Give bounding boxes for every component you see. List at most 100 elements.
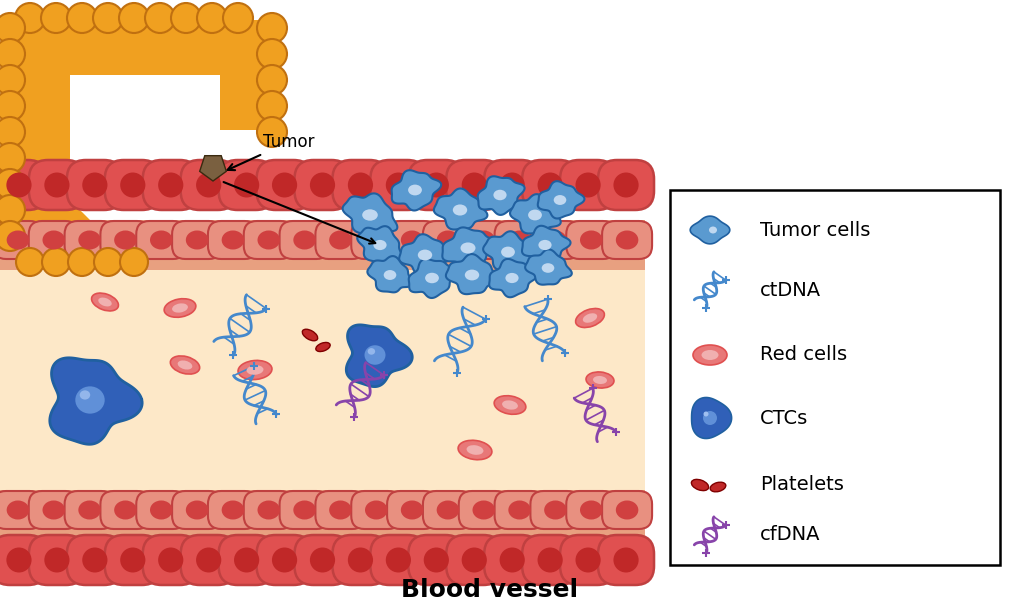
FancyBboxPatch shape (333, 160, 388, 210)
Ellipse shape (424, 172, 449, 198)
Ellipse shape (583, 313, 597, 323)
Ellipse shape (78, 500, 100, 520)
Ellipse shape (91, 293, 119, 311)
Ellipse shape (613, 548, 639, 572)
Circle shape (16, 248, 44, 276)
Ellipse shape (615, 500, 638, 520)
FancyBboxPatch shape (351, 491, 401, 529)
Ellipse shape (575, 309, 604, 327)
Ellipse shape (691, 479, 709, 491)
Ellipse shape (424, 548, 449, 572)
FancyBboxPatch shape (29, 221, 79, 259)
Ellipse shape (44, 548, 70, 572)
Ellipse shape (234, 172, 259, 198)
FancyBboxPatch shape (602, 221, 652, 259)
FancyBboxPatch shape (280, 221, 330, 259)
Ellipse shape (114, 500, 136, 520)
Circle shape (68, 248, 96, 276)
Circle shape (0, 91, 25, 121)
Ellipse shape (461, 242, 475, 253)
FancyBboxPatch shape (423, 221, 473, 259)
Ellipse shape (120, 548, 145, 572)
Ellipse shape (114, 230, 136, 250)
Ellipse shape (365, 230, 387, 250)
Ellipse shape (453, 204, 467, 215)
Text: CTCs: CTCs (760, 408, 808, 428)
Ellipse shape (238, 361, 272, 379)
Polygon shape (346, 325, 413, 387)
FancyBboxPatch shape (560, 535, 616, 585)
FancyBboxPatch shape (387, 491, 437, 529)
Circle shape (0, 221, 25, 251)
FancyBboxPatch shape (29, 535, 85, 585)
Circle shape (0, 195, 25, 225)
Polygon shape (391, 170, 441, 210)
Polygon shape (538, 181, 585, 218)
Ellipse shape (43, 500, 65, 520)
Ellipse shape (374, 240, 387, 250)
Ellipse shape (615, 230, 638, 250)
FancyBboxPatch shape (0, 221, 43, 259)
FancyBboxPatch shape (218, 535, 274, 585)
Ellipse shape (6, 548, 32, 572)
FancyBboxPatch shape (0, 491, 43, 529)
Ellipse shape (80, 390, 90, 400)
Polygon shape (690, 216, 730, 244)
FancyBboxPatch shape (257, 160, 312, 210)
FancyBboxPatch shape (244, 491, 294, 529)
Circle shape (119, 3, 150, 33)
FancyBboxPatch shape (257, 535, 312, 585)
Polygon shape (483, 232, 534, 271)
Polygon shape (399, 234, 453, 275)
FancyBboxPatch shape (0, 160, 47, 210)
Ellipse shape (400, 230, 423, 250)
Polygon shape (434, 189, 487, 230)
Circle shape (67, 3, 97, 33)
FancyBboxPatch shape (29, 491, 79, 529)
Ellipse shape (293, 230, 315, 250)
Circle shape (0, 39, 25, 69)
Ellipse shape (348, 172, 373, 198)
Ellipse shape (348, 548, 373, 572)
Polygon shape (50, 358, 142, 444)
Polygon shape (409, 259, 458, 298)
FancyBboxPatch shape (495, 221, 545, 259)
Ellipse shape (158, 172, 183, 198)
Polygon shape (691, 397, 731, 438)
Ellipse shape (7, 500, 29, 520)
Ellipse shape (508, 230, 530, 250)
Ellipse shape (508, 500, 530, 520)
Ellipse shape (575, 548, 601, 572)
Polygon shape (0, 270, 645, 490)
Ellipse shape (462, 548, 486, 572)
FancyBboxPatch shape (670, 190, 1000, 565)
FancyBboxPatch shape (244, 221, 294, 259)
Ellipse shape (221, 500, 244, 520)
FancyBboxPatch shape (315, 491, 366, 529)
Ellipse shape (593, 376, 607, 384)
Ellipse shape (196, 548, 221, 572)
Circle shape (0, 13, 25, 43)
FancyBboxPatch shape (522, 160, 579, 210)
Ellipse shape (501, 247, 515, 257)
Circle shape (223, 3, 253, 33)
Ellipse shape (185, 230, 208, 250)
FancyBboxPatch shape (333, 535, 388, 585)
Ellipse shape (400, 500, 423, 520)
Text: cfDNA: cfDNA (760, 525, 820, 545)
Polygon shape (12, 20, 70, 235)
Ellipse shape (365, 500, 387, 520)
Ellipse shape (554, 195, 566, 205)
Ellipse shape (234, 548, 259, 572)
Ellipse shape (384, 270, 396, 280)
FancyBboxPatch shape (459, 491, 509, 529)
Ellipse shape (170, 356, 200, 374)
Ellipse shape (436, 500, 459, 520)
Ellipse shape (158, 548, 183, 572)
FancyBboxPatch shape (136, 221, 186, 259)
Ellipse shape (82, 548, 108, 572)
Circle shape (257, 117, 287, 147)
FancyBboxPatch shape (566, 221, 616, 259)
Circle shape (257, 13, 287, 43)
Ellipse shape (150, 500, 172, 520)
